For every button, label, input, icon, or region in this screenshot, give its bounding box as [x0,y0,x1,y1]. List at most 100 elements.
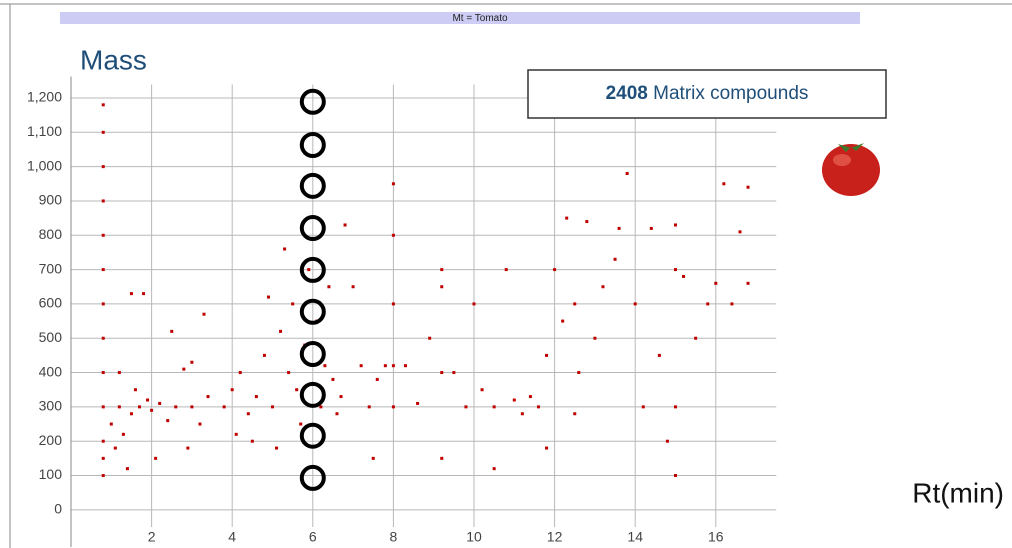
annotation-circle [299,381,326,408]
point [674,405,677,409]
point [674,223,677,227]
x-tick-label: 4 [228,529,236,545]
annotation-circle [299,256,326,283]
banner [60,12,860,24]
point [573,412,577,416]
point [174,405,178,409]
point [230,388,234,392]
point [202,312,206,316]
point [714,281,718,285]
x-tick-label: 14 [627,529,643,545]
point [528,395,532,399]
point [113,446,117,450]
annotation-circle [299,422,326,449]
point [536,405,540,409]
point [403,364,407,368]
point [101,336,105,340]
point [391,182,395,186]
point [125,467,129,471]
point [101,439,105,443]
y-tick-label: 500 [39,329,63,345]
point [440,371,444,375]
y-tick-label: 200 [39,432,63,448]
point [746,281,750,285]
annotation-circle [299,88,326,115]
point [133,388,137,392]
y-tick-label: 100 [39,466,63,482]
point [480,388,484,392]
point [682,274,686,278]
point [101,405,105,409]
point [730,302,734,306]
y-axis-label: Mass [80,44,147,75]
y-tick-label: 1,100 [27,123,62,139]
point [440,268,444,272]
point [674,474,677,478]
point [343,223,347,227]
point [154,456,158,460]
point [250,439,254,443]
point [371,456,375,460]
y-tick-label: 400 [39,363,63,379]
point [585,220,589,224]
point [101,268,105,272]
point [101,474,105,478]
point [512,398,516,402]
point [150,408,154,412]
y-tick-label: 900 [39,192,63,208]
count-number: 2408 [606,83,648,104]
point [117,405,121,409]
point [416,401,420,405]
y-tick-label: 300 [39,398,63,414]
point [339,395,343,399]
point [625,171,629,175]
point [428,336,432,340]
point [138,405,142,409]
point [287,371,291,375]
point [573,302,577,306]
point [545,446,549,450]
point [633,302,637,306]
x-tick-label: 12 [547,529,563,545]
tomato-icon [822,143,880,196]
point [613,257,617,261]
point [129,292,133,296]
point [222,405,226,409]
point [117,371,121,375]
point [238,371,242,375]
plot: 0 100 200 300 400 500 600 700 800 900 1,000 1,100 1,… [27,76,777,547]
point [101,302,105,306]
annotation-circle [299,132,326,159]
point [440,285,444,289]
point [101,130,105,134]
point [367,405,371,409]
x-axis-label: Rt(min) [912,477,1004,508]
count-label: Matrix compounds [653,83,808,104]
x-tick-label: 2 [148,529,156,545]
point [266,295,270,299]
point [464,405,468,409]
point [504,268,508,272]
point [649,226,653,230]
annotation-circle [299,341,326,368]
point [283,247,287,251]
point [674,268,677,272]
point [275,446,279,450]
point [186,446,190,450]
point [545,353,549,357]
annotation-circle [299,298,326,325]
point [170,329,174,333]
point [565,216,569,220]
annotation-circle [299,464,326,491]
count-box [527,69,887,119]
point [657,353,661,357]
banner-text: Mt = Tomato [452,13,508,24]
point [323,364,327,368]
point [383,364,387,368]
point [391,364,395,368]
point [617,226,621,230]
point [158,401,162,405]
y-tick-label: 0 [54,501,62,517]
point [101,199,105,203]
